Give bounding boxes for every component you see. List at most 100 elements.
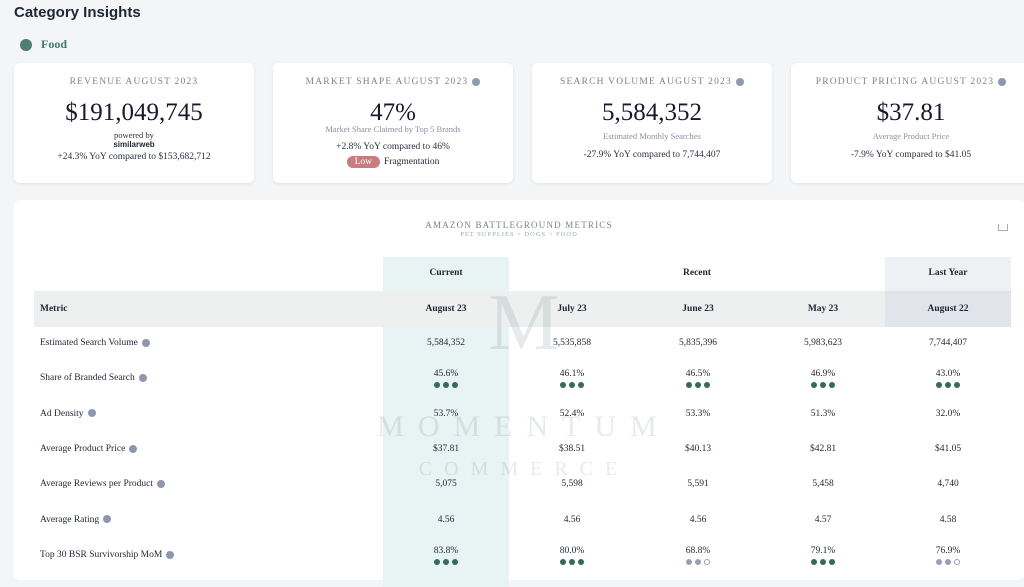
metric-value: 68.8%: [685, 545, 711, 556]
dot-rating: [760, 382, 886, 389]
fragmentation: Low Fragmentation: [273, 156, 513, 168]
dot: [434, 558, 440, 565]
dot-rating: [383, 558, 509, 566]
group-header: Recent: [683, 268, 711, 278]
metric-card: PRODUCT PRICING AUGUST 2023 $37.81 Average…: [791, 63, 1024, 183]
metric-value: $42.81: [809, 443, 837, 454]
dot: [829, 382, 835, 389]
help-icon[interactable]: [141, 338, 150, 347]
dot: [686, 382, 692, 389]
metric-value: 46.9%: [810, 369, 836, 380]
metric-value: 5,458: [812, 479, 834, 490]
metric-value: 45.6%: [433, 369, 459, 380]
metric-label: Average Product Price: [40, 444, 138, 454]
metric-value: 7,744,407: [929, 338, 967, 348]
page: Category Insights Food REVENUE AUGUST 20…: [14, 4, 1024, 587]
table-subtitle: PET SUPPLIES > DOGS > FOOD: [460, 231, 578, 238]
dot: [578, 382, 584, 389]
column-header: Metric: [40, 304, 68, 314]
dot: [820, 558, 826, 565]
dot: [695, 382, 701, 389]
metric-card: MARKET SHAPE AUGUST 2023 47% Market Share …: [273, 63, 513, 183]
column-header: May 23: [807, 304, 839, 314]
metric-card: SEARCH VOLUME AUGUST 2023 5,584,352 Estima…: [532, 63, 772, 183]
metric-value: 79.1%: [810, 545, 836, 556]
powered-by: powered by: [114, 130, 154, 140]
metric-label: Estimated Search Volume: [40, 338, 150, 348]
dot: [686, 558, 692, 565]
metric-name: Average Rating: [40, 514, 100, 525]
help-icon[interactable]: [138, 374, 147, 383]
dot: [569, 558, 575, 565]
metric-label: Ad Density: [40, 409, 96, 419]
watermark: MOMENTUM: [377, 410, 671, 443]
metric-value: 4.56: [689, 514, 707, 525]
help-icon[interactable]: [735, 77, 744, 86]
dot: [704, 382, 710, 389]
metric-value: 4.56: [563, 514, 581, 525]
metric-card: REVENUE AUGUST 2023 $191,049,745 powered b…: [14, 63, 254, 183]
help-icon[interactable]: [103, 515, 112, 524]
metric-value: 4.58: [939, 514, 957, 525]
brand: similarweb: [113, 140, 155, 149]
dot-rating: [885, 558, 1011, 566]
dot: [811, 558, 817, 565]
metric-value: 51.3%: [810, 408, 836, 419]
help-icon[interactable]: [998, 77, 1007, 86]
last-year-bg: [885, 257, 1011, 291]
card-label: PRODUCT PRICING AUGUST 2023: [791, 77, 1024, 87]
metric-name: Ad Density: [40, 408, 84, 419]
category-name[interactable]: Food: [41, 37, 68, 51]
dot: [945, 382, 951, 389]
card-sub: Estimated Monthly Searches: [603, 131, 701, 141]
dot: [936, 382, 942, 389]
metric-label: Top 30 BSR Survivorship MoM: [40, 550, 175, 560]
dot: [936, 558, 942, 565]
metric-value: 53.7%: [433, 408, 459, 419]
help-icon[interactable]: [472, 77, 481, 86]
dot: [820, 382, 826, 389]
column-header: August 22: [927, 304, 969, 314]
dot: [560, 558, 566, 565]
metric-label: Share of Branded Search: [40, 373, 147, 383]
help-icon[interactable]: [129, 444, 138, 453]
column-header: August 23: [425, 304, 467, 314]
help-icon[interactable]: [166, 550, 175, 559]
dot-rating: [885, 382, 1011, 389]
download-icon[interactable]: [998, 224, 1008, 231]
card-label: REVENUE AUGUST 2023: [69, 77, 199, 87]
metric-value: 76.9%: [935, 545, 961, 556]
metric-value: 5,591: [687, 479, 709, 490]
dot: [569, 382, 575, 389]
card-sub: Market Share Claimed by Top 5 Brands: [325, 124, 461, 134]
dot: [560, 382, 566, 389]
group-header: Last Year: [928, 268, 968, 278]
dot-rating: [635, 382, 761, 389]
help-icon[interactable]: [157, 480, 165, 488]
dot-rating: [635, 558, 761, 566]
metric-name: Average Reviews per Product: [40, 479, 153, 490]
dot: [452, 558, 458, 565]
metric-value: $40.13: [684, 443, 712, 454]
dot: [829, 558, 835, 565]
dot: [434, 382, 440, 389]
metric-value: 5,075: [435, 479, 457, 490]
metric-value: 46.5%: [685, 369, 711, 380]
metric-value: 4.57: [814, 514, 832, 525]
card-value: $37.81: [876, 99, 946, 126]
dot: [811, 382, 817, 389]
dot: [945, 558, 951, 565]
dot: [443, 382, 449, 389]
dot: [954, 558, 960, 565]
dot-rating: [760, 558, 886, 566]
metric-name: Share of Branded Search: [40, 373, 135, 384]
metric-value: 43.0%: [935, 369, 961, 380]
card-value: 5,584,352: [602, 99, 702, 126]
help-icon[interactable]: [87, 409, 96, 418]
metric-value: 80.0%: [559, 545, 585, 556]
metric-value: 4,740: [937, 479, 959, 490]
card-change: -7.9% YoY compared to $41.05: [850, 150, 972, 160]
metric-value: 5,983,623: [804, 338, 842, 348]
dot: [954, 382, 960, 389]
metric-value: 5,835,396: [679, 338, 717, 348]
